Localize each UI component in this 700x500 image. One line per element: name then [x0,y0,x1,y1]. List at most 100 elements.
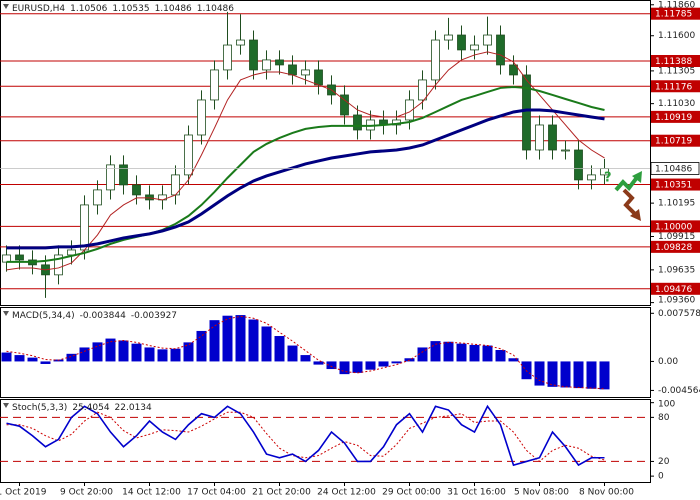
level-box [651,80,700,93]
up-arrow [614,174,640,192]
macd-bar [274,336,285,362]
level-box [651,134,700,147]
macd-bar [508,358,519,362]
panel-frame [0,399,651,483]
x-tick-label: 29 Oct 00:00 [382,488,441,498]
macd-bar [352,361,363,373]
header-value: 1.10535 [112,4,149,14]
y-tick-label: 1.09915 [658,232,695,242]
x-tick-label: 9 Oct 20:00 [60,488,113,498]
macd-bar [209,320,220,362]
y-tick-label: 0.007578 [658,309,700,319]
macd-bar [547,361,558,387]
macd-bar [573,361,584,389]
header-marker [3,311,9,316]
macd-bar [157,349,168,362]
panel-header: Stoch(5,3,3) 25.4054 22.0134 [12,403,152,413]
stoch-signal [6,411,605,463]
candle-body [483,34,492,46]
candle-body [405,99,414,121]
macd-bar [586,361,597,389]
candle-body [574,149,583,181]
y-tick-label: 0.00 [658,357,678,367]
macd-bar [599,361,610,390]
stoch-main [6,404,605,467]
candle-body [249,39,258,71]
macd-bar [248,319,259,362]
candle-body [67,249,76,256]
header-value: 1.10506 [70,4,107,14]
x-tick-label: 31 Oct 16:00 [447,488,506,498]
macd-bar [417,347,428,362]
candle-body [132,184,141,196]
panel-frame [0,0,651,306]
macd-bar [235,315,246,362]
macd-bar [365,361,376,370]
candle-body [548,124,557,151]
candle-body [470,44,479,51]
macd-bar [326,361,337,370]
y-tick-label: 100 [658,400,675,410]
macd-bar [79,347,90,362]
current-price-label: 1.10486 [655,164,692,174]
header-value: -0.003844 [80,311,126,321]
candle-body [457,34,466,51]
candle-body [561,149,570,152]
y-tick-label: -0.004564 [658,386,700,396]
candle-body [197,99,206,136]
level-label: 1.09476 [655,285,692,295]
level-box [651,240,700,253]
y-tick-label: 1.09635 [658,265,695,275]
annotation: ? [604,171,612,186]
level-label: 1.11388 [655,57,692,67]
candle-body [535,124,544,151]
macd-bar [469,344,480,362]
macd-bar [300,355,311,362]
macd-bar [560,361,571,388]
macd-bar [183,342,194,362]
candle-body [353,114,362,131]
level-box [651,178,700,191]
y-tick-label: 1.11030 [658,99,695,109]
y-tick-label: 0 [658,472,664,482]
macd-bar [443,341,454,362]
macd-bar [482,345,493,362]
level-label: 1.11176 [655,82,692,92]
y-tick-label: 1.11305 [658,66,695,76]
header-marker [3,403,9,408]
macd-bar [66,353,77,362]
x-tick-label: 5 Nov 08:00 [514,488,569,498]
level-box [651,110,700,123]
candle-body [431,39,440,81]
header-value: 22.0134 [115,403,152,413]
y-tick-label: 80 [658,413,670,423]
candle-body [119,164,128,186]
candle-body [210,69,219,101]
panel-title: MACD(5,34,4) [12,311,75,321]
y-tick-label: 1.10195 [658,199,695,209]
candle-body [15,254,24,261]
macd-bar [105,338,116,362]
candle-body [418,79,427,101]
candle-body [54,254,63,276]
y-tick-label: 1.11600 [658,31,695,41]
macd-bar [287,345,298,362]
macd-bar [118,340,129,362]
current-price-box [650,162,700,175]
level-label: 1.10351 [655,181,692,191]
candle-body [509,64,518,76]
macd-bar [313,361,324,365]
macd-bar [40,361,51,364]
macd-bar [1,352,12,362]
candle-body [444,34,453,41]
macd-bar [430,341,441,362]
x-tick-label: 8 Nov 00:00 [579,488,634,498]
up-arrowhead [632,171,642,183]
candle-body [184,134,193,176]
candle-body [93,189,102,206]
candle-body [106,164,115,191]
x-tick-label: 24 Oct 12:00 [317,488,376,498]
y-tick-label: 1.11860 [658,1,695,11]
